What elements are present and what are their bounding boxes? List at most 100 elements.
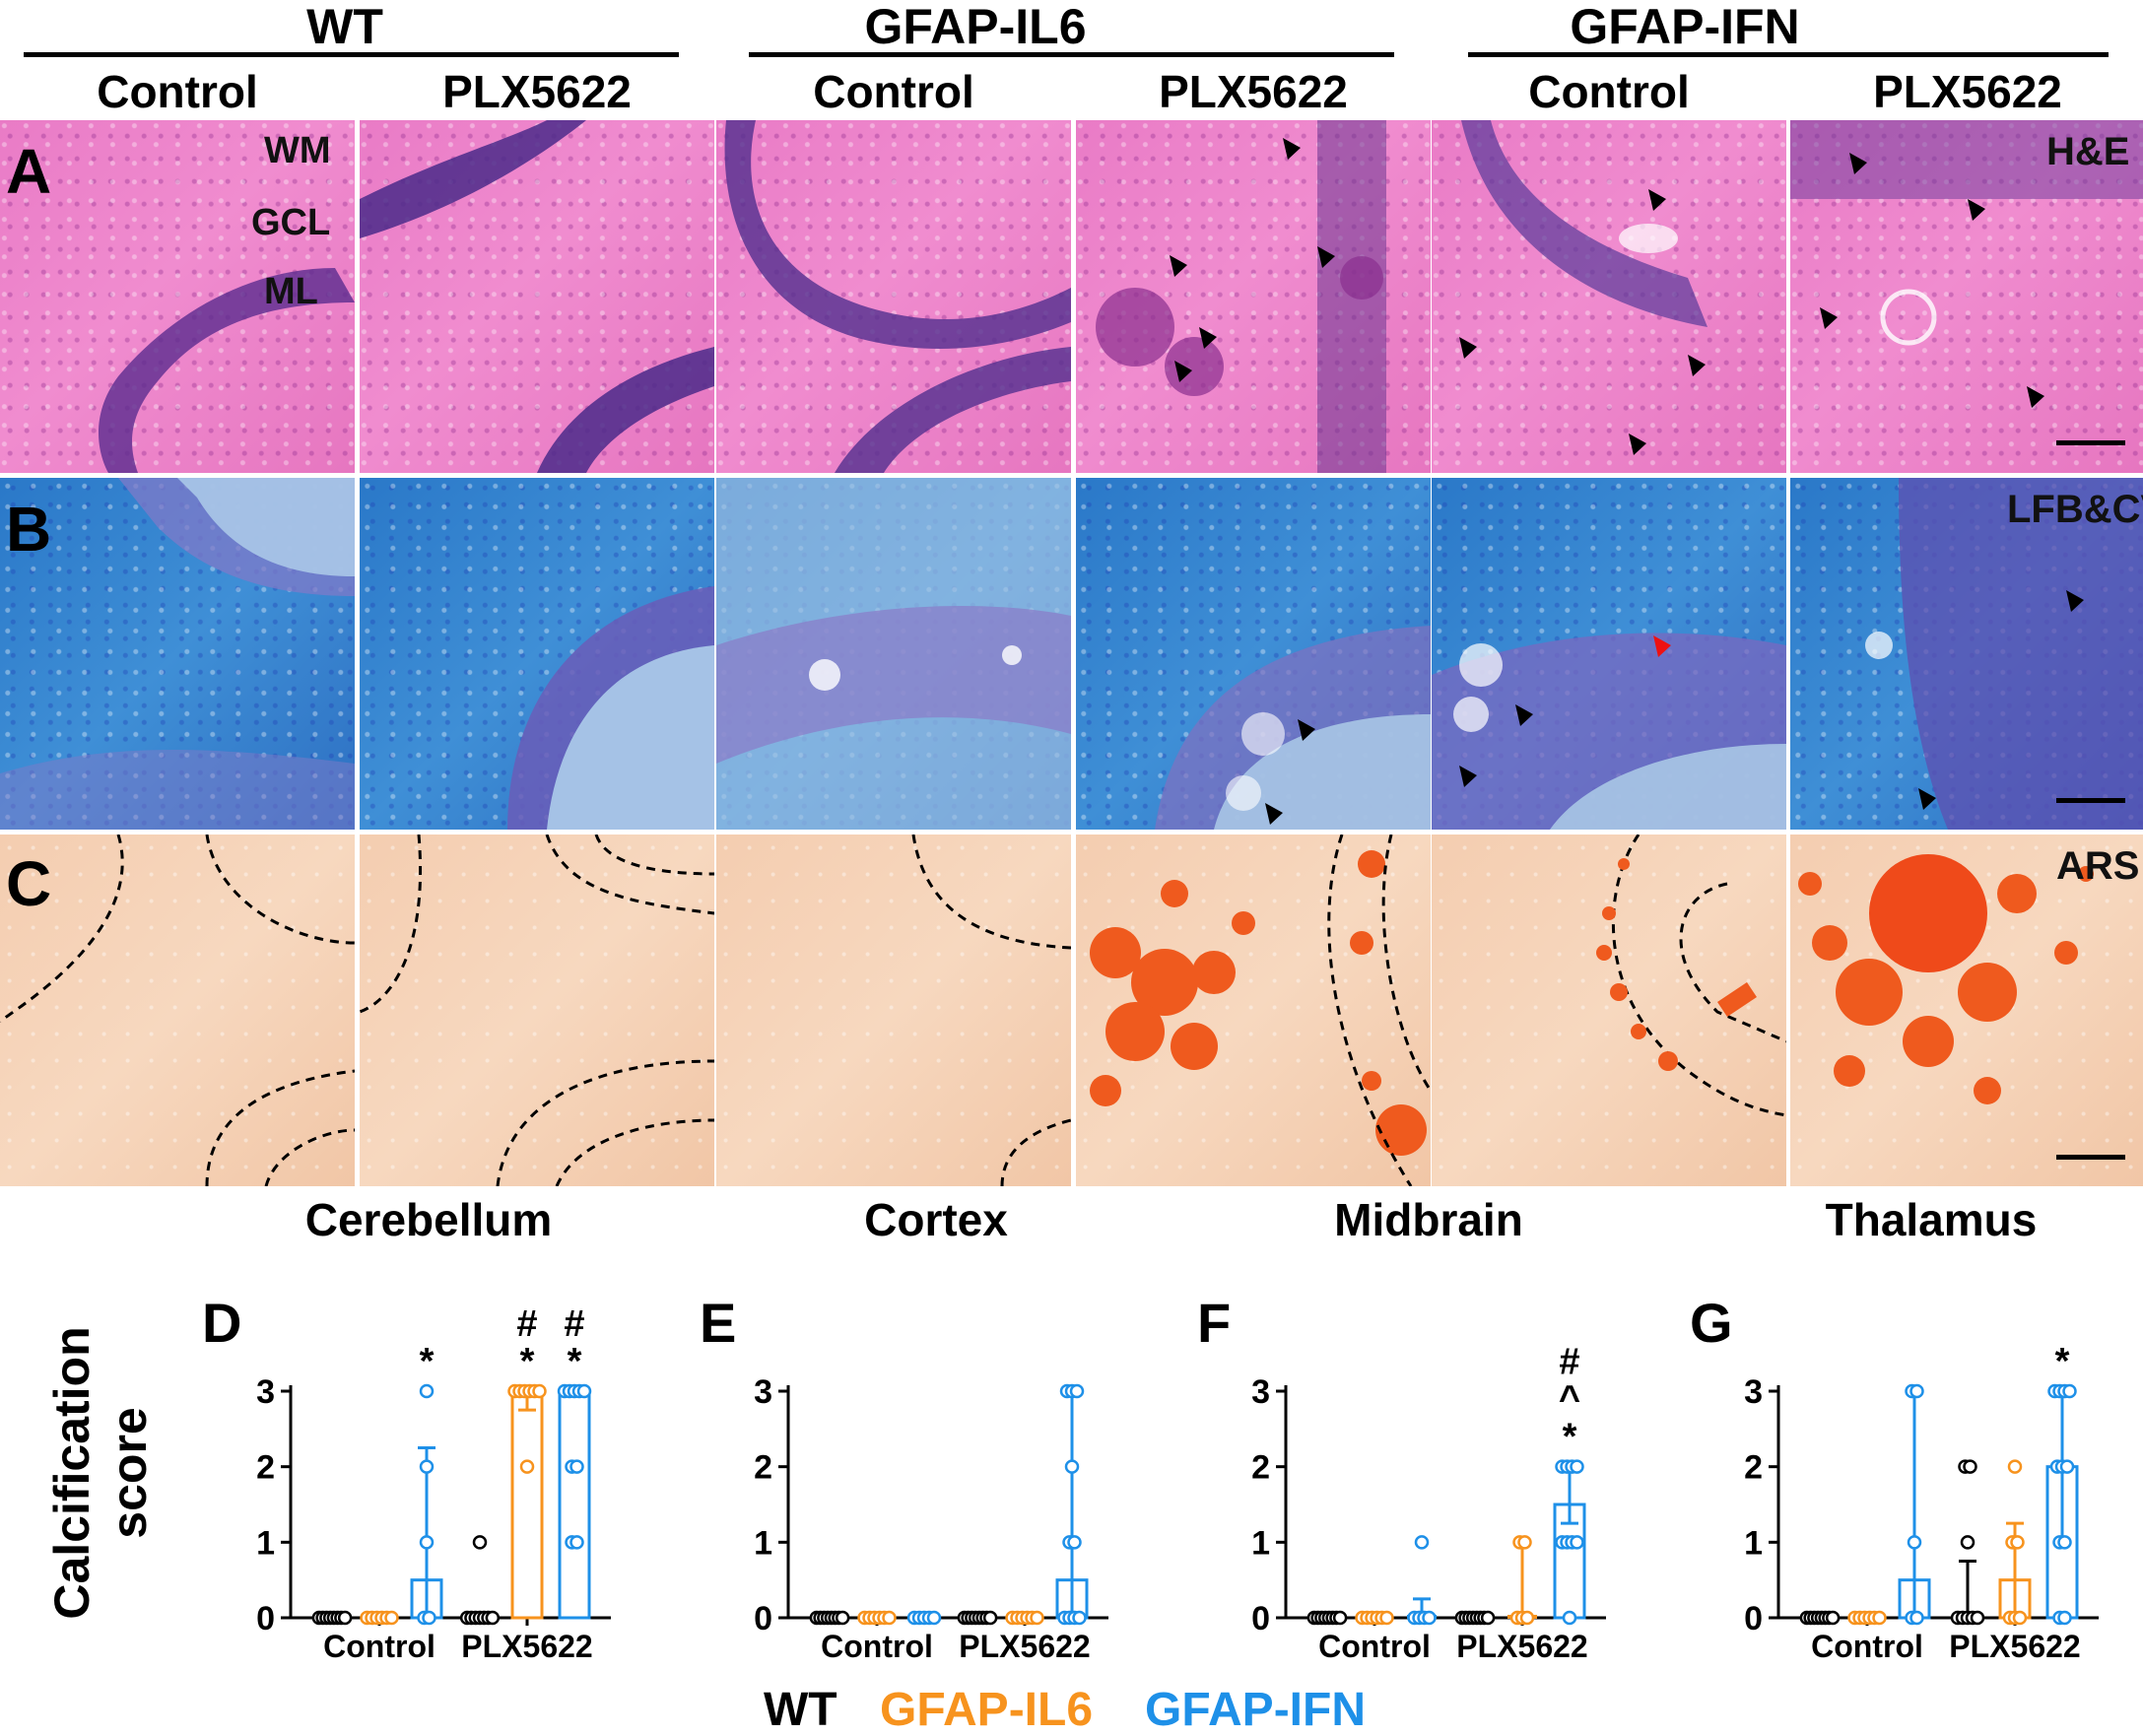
data-point-d: [576, 1383, 592, 1399]
y-tick-label-g: 3: [1744, 1373, 1763, 1411]
data-point-e: [1067, 1535, 1082, 1550]
region-title-cortex: Cortex: [864, 1194, 1008, 1245]
group-header-wt: WT: [306, 0, 383, 54]
data-point-g: [2057, 1535, 2072, 1550]
y-tick-label-d: 3: [256, 1373, 275, 1411]
data-point-g: [2007, 1459, 2023, 1474]
data-point-g: [2010, 1535, 2025, 1550]
data-point-f: [1517, 1535, 1532, 1550]
layer-label-wm: WM: [264, 130, 331, 171]
data-point-d: [384, 1610, 399, 1626]
micrograph-lfb-wt-control: [0, 478, 355, 830]
column-header-ifn-control: Control: [1528, 66, 1690, 117]
data-point-e: [1072, 1610, 1087, 1626]
data-point-e: [882, 1610, 897, 1626]
y-tick-label-e: 2: [754, 1449, 772, 1487]
y-tick-label-d: 1: [256, 1524, 275, 1562]
significance-mark-f: ^: [1559, 1379, 1580, 1421]
region-title-midbrain: Midbrain: [1334, 1194, 1523, 1245]
x-tick-label-g: Control: [1811, 1629, 1923, 1664]
significance-mark-g: *: [2055, 1341, 2070, 1382]
layer-label-ml: ML: [264, 271, 318, 312]
column-header-wt-control: Control: [97, 66, 258, 117]
panel-letter-a: A: [6, 136, 52, 207]
y-tick-label-g: 1: [1744, 1524, 1763, 1562]
region-title-thalamus: Thalamus: [1825, 1194, 2038, 1245]
stain-label-lfb-cv: LFB&CV: [2007, 488, 2143, 531]
column-header-il6-plx5622: PLX5622: [1159, 66, 1348, 117]
data-point-e: [835, 1610, 850, 1626]
data-point-d: [419, 1535, 435, 1550]
data-point-e: [1064, 1459, 1080, 1474]
micrograph-lfb-il6-plx5622: [1076, 478, 1431, 830]
significance-mark-f: #: [1559, 1342, 1579, 1383]
data-point-d: [485, 1610, 501, 1626]
data-point-d: [532, 1383, 547, 1399]
x-tick-label-e: PLX5622: [959, 1629, 1090, 1664]
data-point-e: [926, 1610, 942, 1626]
y-tick-label-e: 3: [754, 1373, 772, 1411]
micrograph-he-ifn-plx5622: H&E: [1790, 120, 2143, 473]
panel-letter-f: F: [1197, 1292, 1231, 1354]
significance-mark-d: *: [520, 1341, 535, 1382]
data-point-g: [1907, 1535, 1922, 1550]
legend-gfap-il6: GFAP-IL6: [880, 1684, 1094, 1736]
data-point-f: [1332, 1610, 1348, 1626]
data-point-f: [1570, 1535, 1584, 1550]
x-tick-label-e: Control: [821, 1629, 933, 1664]
scale-bar-ars: [2056, 1155, 2125, 1160]
data-point-g: [2062, 1383, 2077, 1399]
group-rule-gfap-il6: [749, 52, 1394, 57]
data-point-g: [1909, 1610, 1924, 1626]
y-tick-label-d: 2: [256, 1449, 275, 1487]
significance-mark-d: #: [516, 1303, 537, 1345]
data-point-d: [419, 1459, 435, 1474]
y-tick-label-f: 2: [1251, 1449, 1270, 1487]
group-rule-wt: [24, 52, 679, 57]
data-point-g: [1970, 1610, 1985, 1626]
bar-d: [510, 1389, 544, 1620]
micrograph-ars-ifn-control: [1432, 835, 1786, 1186]
x-tick-label-f: Control: [1318, 1629, 1431, 1664]
stain-label-ars: ARS: [2056, 844, 2140, 888]
micrograph-lfb-wt-plx5622: [360, 478, 714, 830]
panel-letter-c: C: [6, 848, 52, 919]
column-header-wt-plx5622: PLX5622: [442, 66, 632, 117]
data-point-e: [982, 1610, 998, 1626]
micrograph-ars-il6-plx5622: [1076, 835, 1431, 1186]
y-tick-label-d: 0: [256, 1600, 275, 1637]
group-rule-gfap-ifn: [1468, 52, 2109, 57]
y-tick-label-f: 0: [1251, 1600, 1270, 1637]
data-point-d: [472, 1535, 488, 1550]
region-title-cerebellum: Cerebellum: [304, 1194, 553, 1245]
data-point-g: [1963, 1459, 1977, 1474]
data-point-d: [337, 1610, 353, 1626]
data-point-f: [1414, 1535, 1430, 1550]
panel-letter-e: E: [700, 1292, 736, 1354]
x-tick-label-d: PLX5622: [461, 1629, 592, 1664]
micrograph-ars-wt-plx5622: [360, 835, 714, 1186]
data-point-g: [2057, 1610, 2072, 1626]
bar-d: [558, 1389, 591, 1620]
layer-label-gcl: GCL: [251, 202, 331, 243]
x-tick-label-g: PLX5622: [1949, 1629, 2080, 1664]
stain-label-he: H&E: [2046, 130, 2130, 173]
group-header-gfap-il6: GFAP-IL6: [864, 0, 1087, 54]
data-point-g: [1960, 1535, 1976, 1550]
micrograph-lfb-il6-control: [716, 478, 1071, 830]
micrograph-ars-ifn-plx5622: ARS: [1790, 835, 2143, 1186]
data-point-d: [422, 1610, 436, 1626]
micrograph-he-wt-control: WM GCL ML: [0, 120, 355, 473]
panel-letter-d: D: [202, 1292, 241, 1354]
column-header-il6-control: Control: [813, 66, 974, 117]
micrograph-ars-wt-control: [0, 835, 355, 1186]
y-tick-label-f: 3: [1251, 1373, 1270, 1411]
data-point-f: [1422, 1610, 1437, 1626]
legend-wt: WT: [764, 1684, 837, 1736]
significance-mark-d: #: [564, 1303, 584, 1345]
data-point-f: [1519, 1610, 1535, 1626]
y-tick-label-e: 1: [754, 1524, 772, 1562]
data-point-g: [1825, 1610, 1841, 1626]
y-tick-label-e: 0: [754, 1600, 772, 1637]
